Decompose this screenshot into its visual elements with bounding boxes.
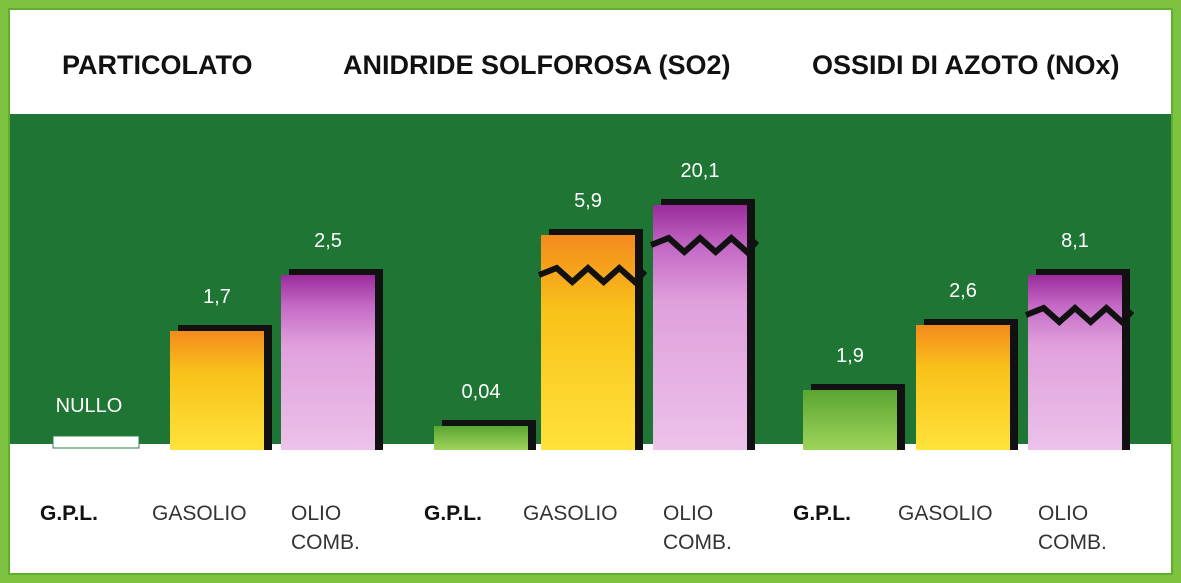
category-label-3-olio-line2: COMB. (1038, 531, 1107, 554)
category-label-3-gasolio: GASOLIO (898, 502, 993, 525)
bar-1-olio (281, 275, 375, 450)
category-label-3-gpl: G.P.L. (793, 502, 851, 525)
axis-break-2 (649, 233, 760, 257)
category-label-1-olio: OLIO (291, 502, 341, 525)
emissions-chart: PARTICOLATO NULLO G.P.L. 1,7 GASOLIO 2,5 OLIO C… (40, 50, 1135, 554)
bar-3-gasolio (916, 325, 1010, 450)
category-label-1-gasolio: GASOLIO (152, 502, 247, 525)
value-label-1-gasolio: 1,7 (203, 286, 231, 308)
category-label-2-gpl: G.P.L. (424, 502, 482, 525)
bar-2-gpl (434, 426, 528, 450)
category-label-2-olio-line2: COMB. (663, 531, 732, 554)
value-label-2-olio: 20,1 (681, 160, 720, 182)
bar-1-gpl (52, 435, 140, 449)
value-label-3-gasolio: 2,6 (949, 280, 977, 302)
value-label-1-olio: 2,5 (314, 230, 342, 252)
bar-2-olio (653, 205, 747, 450)
category-label-1-olio-line2: COMB. (291, 531, 360, 554)
chart-frame: PARTICOLATO NULLO G.P.L. 1,7 GASOLIO 2,5 OLIO C… (8, 8, 1173, 575)
value-label-1-gpl: NULLO (56, 395, 123, 417)
value-label-3-olio: 8,1 (1061, 230, 1089, 252)
chart-title-3: OSSIDI DI AZOTO (NOx) (812, 50, 1120, 80)
value-label-2-gasolio: 5,9 (574, 190, 602, 212)
value-label-2-gpl: 0,04 (462, 381, 501, 403)
axis-break-2 (537, 263, 648, 287)
value-label-3-gpl: 1,9 (836, 345, 864, 367)
chart-title-2: ANIDRIDE SOLFOROSA (SO2) (343, 50, 731, 80)
category-label-3-olio: OLIO (1038, 502, 1088, 525)
bar-1-gasolio (170, 331, 264, 450)
axis-break-3 (1024, 303, 1135, 327)
category-label-1-gpl: G.P.L. (40, 502, 98, 525)
category-label-2-olio: OLIO (663, 502, 713, 525)
bar-3-gpl (803, 390, 897, 450)
category-label-2-gasolio: GASOLIO (523, 502, 618, 525)
chart-title-1: PARTICOLATO (62, 50, 253, 80)
bar-3-olio (1028, 275, 1122, 450)
